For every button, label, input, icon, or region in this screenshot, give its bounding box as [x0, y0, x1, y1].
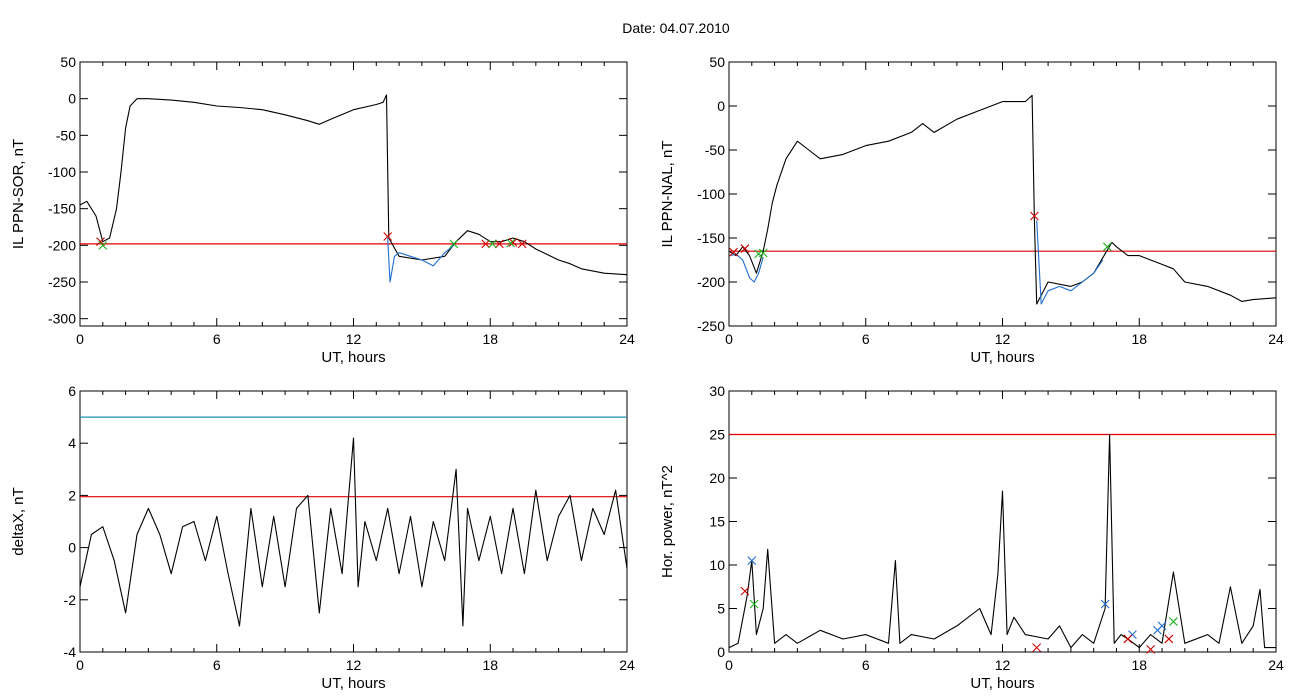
x-tick-label: 6 [862, 657, 870, 673]
x-tick-label: 24 [619, 331, 635, 347]
x-tick-label: 24 [619, 657, 635, 673]
y-tick-label: 50 [709, 54, 725, 70]
y-tick-label: -100 [697, 186, 725, 202]
series-line-2 [387, 237, 455, 283]
cross-marker [1146, 645, 1156, 654]
x-tick-label: 0 [725, 331, 733, 347]
y-tick-label: 30 [709, 383, 725, 399]
x-tick-label: 6 [213, 331, 221, 347]
y-tick-label: 0 [717, 644, 725, 660]
cross-marker [481, 239, 491, 249]
x-axis-label: UT, hours [970, 675, 1034, 692]
series-line-1 [728, 433, 1276, 649]
cross-marker [1032, 643, 1042, 653]
x-tick-label: 6 [862, 331, 870, 347]
y-axis-label: IL PPN-NAL, nT [659, 141, 676, 248]
series-line-1 [79, 94, 628, 276]
x-tick-label: 0 [725, 657, 733, 673]
y-tick-label: -150 [697, 230, 725, 246]
cross-marker [383, 232, 393, 241]
cross-marker [517, 239, 527, 249]
cross-marker [494, 239, 504, 249]
date-title: Date: 04.07.2010 [622, 20, 730, 36]
y-tick-label: -2 [64, 592, 77, 608]
x-tick-label: 18 [482, 657, 498, 673]
cross-marker [740, 244, 750, 253]
y-tick-label: 5 [717, 601, 725, 617]
y-axis-label: Hor. power, nT^2 [659, 465, 676, 578]
chart-panel-4: 0 6 12 18 24 30 25 20 15 10 5 0 UT, hours Hor. power,… [659, 383, 1284, 692]
plot-frame [728, 390, 1277, 653]
y-tick-label: -300 [48, 311, 76, 327]
x-tick-label: 18 [482, 331, 498, 347]
x-tick-label: 24 [1268, 331, 1284, 347]
chart-panel-1: 0 6 12 18 24 50 0 -50 -100 -150 -200 -250 -300 UT, ho… [10, 54, 635, 366]
series-line-1 [79, 437, 628, 627]
cross-marker [488, 239, 497, 249]
y-tick-label: 10 [709, 557, 725, 573]
series-line-1 [728, 94, 1277, 305]
y-tick-label: 0 [68, 91, 76, 107]
y-tick-label: -250 [697, 318, 725, 334]
cross-marker [1157, 621, 1167, 631]
y-tick-label: -50 [56, 127, 76, 143]
y-tick-label: 25 [709, 427, 725, 443]
x-axis-label: UT, hours [321, 349, 385, 366]
x-axis-label: UT, hours [970, 349, 1034, 366]
x-tick-label: 12 [995, 657, 1011, 673]
cross-marker [506, 238, 516, 248]
y-tick-label: 4 [68, 435, 76, 451]
y-tick-label: 6 [68, 383, 76, 399]
x-tick-label: 12 [995, 331, 1011, 347]
x-tick-label: 18 [1131, 331, 1147, 347]
series-line-3 [1036, 220, 1104, 305]
plot-frame [79, 61, 628, 327]
cross-marker [1102, 242, 1112, 252]
cross-marker [1169, 617, 1178, 626]
x-tick-label: 12 [346, 657, 362, 673]
x-tick-label: 12 [346, 331, 362, 347]
cross-marker [1123, 634, 1133, 644]
cross-marker [1030, 211, 1039, 221]
cross-marker [1100, 599, 1110, 609]
y-axis-label: IL PPN-SOR, nT [10, 139, 27, 249]
y-tick-label: 15 [709, 514, 725, 530]
y-axis-label: deltaX, nT [10, 487, 27, 555]
y-tick-label: -50 [705, 142, 725, 158]
y-tick-label: 2 [68, 487, 76, 503]
y-tick-label: -100 [48, 164, 76, 180]
x-tick-label: 0 [76, 657, 84, 673]
cross-marker [749, 599, 759, 609]
x-axis-label: UT, hours [321, 675, 385, 692]
y-tick-label: 0 [717, 98, 725, 114]
cross-marker [747, 556, 757, 566]
y-tick-label: 0 [68, 540, 76, 556]
cross-marker [1164, 634, 1174, 644]
y-tick-label: 50 [60, 54, 76, 70]
y-tick-label: -4 [64, 644, 77, 660]
cross-marker [508, 238, 518, 247]
cross-marker [758, 248, 768, 258]
y-tick-label: -150 [48, 201, 76, 217]
cross-marker [740, 586, 750, 596]
cross-marker [449, 239, 459, 249]
chart-panel-2: 0 6 12 18 24 50 0 -50 -100 -150 -200 -250 UT, hours I… [659, 54, 1284, 366]
chart-panel-3: 0 6 12 18 24 6 4 2 0 -2 -4 UT, hours deltaX, nT [10, 383, 635, 692]
cross-marker [98, 240, 108, 250]
y-tick-label: -250 [48, 274, 76, 290]
x-tick-label: 0 [76, 331, 84, 347]
x-tick-label: 6 [213, 657, 221, 673]
plot-frame [79, 390, 628, 653]
y-tick-label: -200 [48, 237, 76, 253]
cross-marker [729, 247, 738, 257]
x-tick-label: 18 [1131, 657, 1147, 673]
y-tick-label: -200 [697, 274, 725, 290]
y-tick-label: 20 [709, 470, 725, 486]
x-tick-label: 24 [1268, 657, 1284, 673]
